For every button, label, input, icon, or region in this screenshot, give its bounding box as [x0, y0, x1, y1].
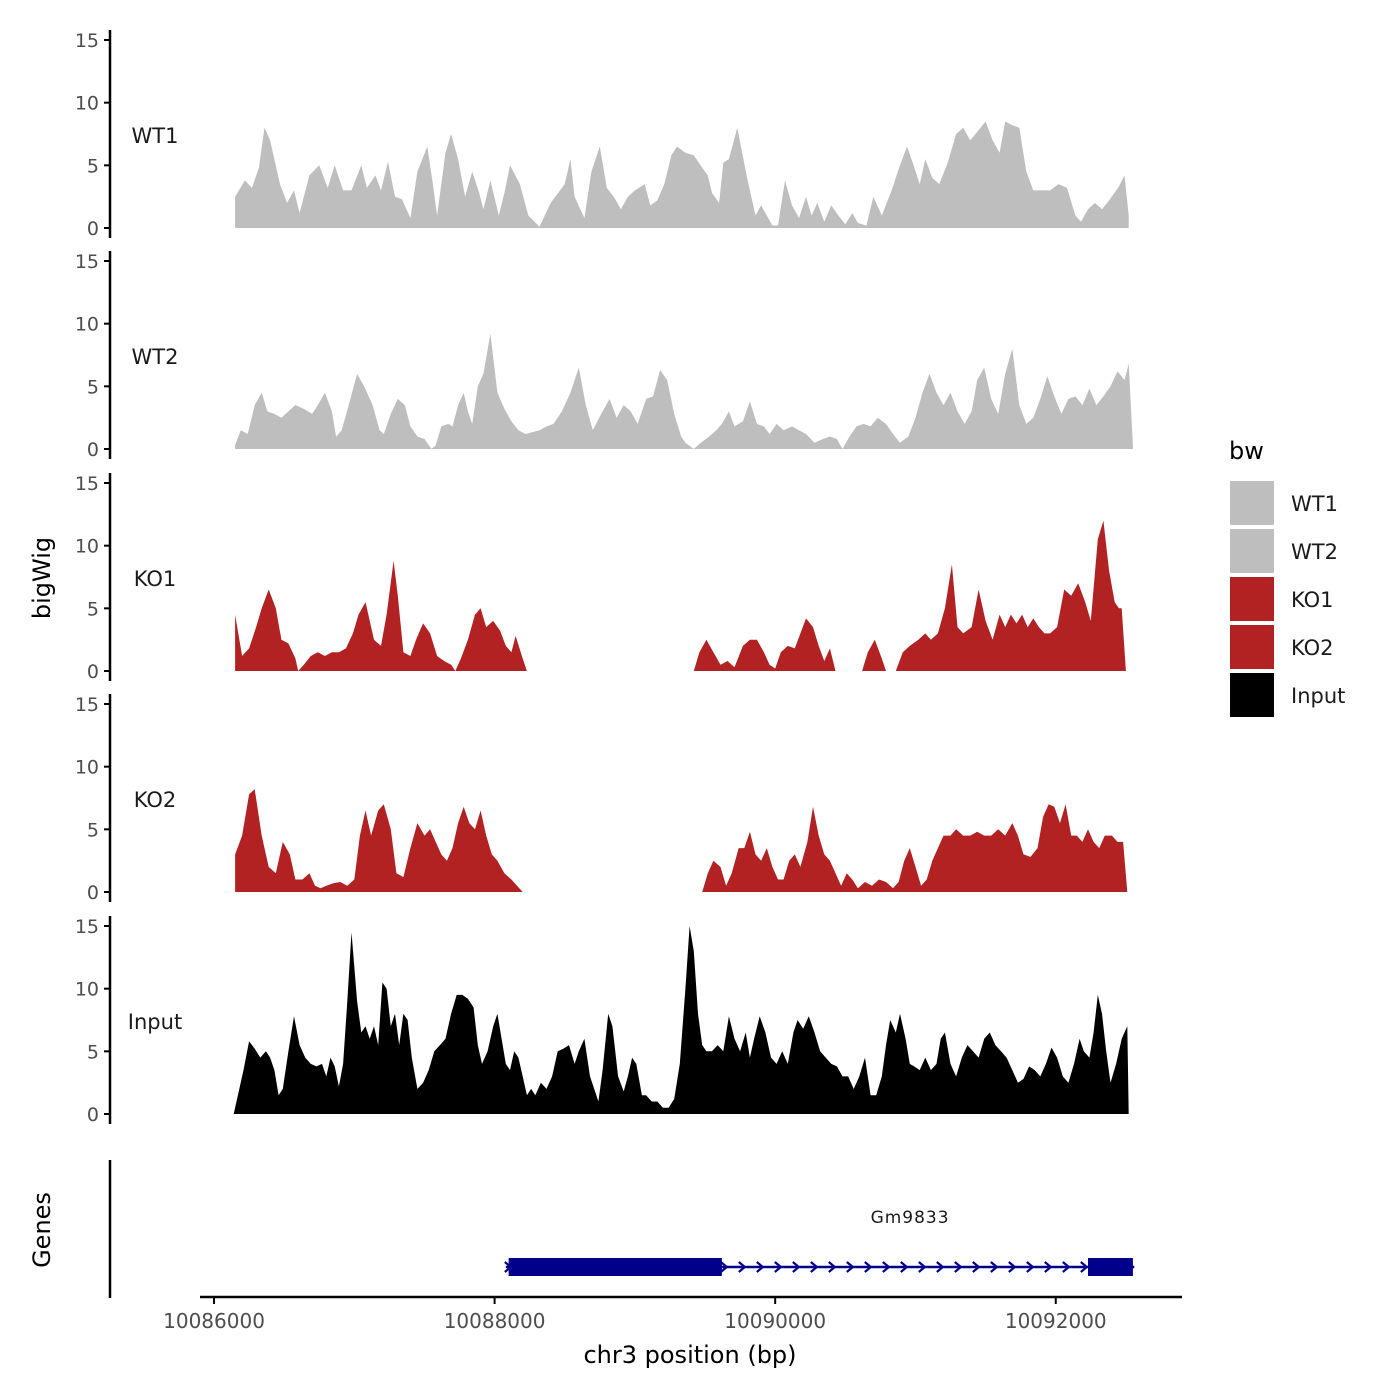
gene-exon — [1088, 1258, 1133, 1276]
y-tick-label: 15 — [75, 916, 99, 938]
y-axis-label-group: bigWig — [28, 537, 56, 619]
legend-label: Input — [1291, 684, 1345, 708]
coverage-area-ko2 — [702, 804, 1128, 892]
y-tick-label: 0 — [87, 218, 99, 240]
legend-swatch — [1230, 625, 1274, 669]
genes-track: Gm9833 — [108, 1160, 1135, 1298]
track-input: 0 5 10 15 Input — [75, 916, 1129, 1126]
legend-entry-ko1: KO1 — [1230, 577, 1334, 621]
strand-arrow — [936, 1261, 945, 1273]
strand-arrow — [774, 1261, 783, 1273]
strand-arrow — [990, 1261, 999, 1273]
y-tick-label: 10 — [75, 979, 99, 1001]
y-tick-label: 10 — [75, 536, 99, 558]
legend-entry-input: Input — [1230, 673, 1345, 717]
strand-arrow — [828, 1261, 837, 1273]
legend-title: bw — [1229, 437, 1264, 465]
y-tick-label: 5 — [87, 598, 99, 620]
x-tick-label: 10088000 — [444, 1309, 546, 1333]
strand-arrow — [900, 1261, 909, 1273]
y-tick-label: 0 — [87, 882, 99, 904]
legend-swatch — [1230, 481, 1274, 525]
x-axis: 10086000 10088000 10090000 10092000 — [163, 1295, 1182, 1333]
strand-arrow — [720, 1261, 729, 1273]
legend-entry-wt1: WT1 — [1230, 481, 1338, 525]
legend-entry-ko2: KO2 — [1230, 625, 1334, 669]
legend-entry-wt2: WT2 — [1230, 529, 1338, 573]
y-tick-label: 5 — [87, 819, 99, 841]
y-tick-label: 10 — [75, 757, 99, 779]
strand-arrow — [846, 1261, 855, 1273]
track-label-ko2: KO2 — [134, 788, 177, 812]
coverage-area-wt2 — [235, 333, 1133, 449]
strand-arrow — [792, 1261, 801, 1273]
x-tick-label: 10092000 — [1005, 1309, 1107, 1333]
strand-arrow — [738, 1261, 747, 1273]
legend-label: WT2 — [1291, 540, 1338, 564]
y-tick-label: 0 — [87, 1104, 99, 1126]
legend-swatch — [1230, 577, 1274, 621]
y-tick-label: 0 — [87, 661, 99, 683]
strand-arrow — [1008, 1261, 1017, 1273]
legend-label: KO2 — [1291, 636, 1334, 660]
track-wt1: 0 5 10 15 WT1 — [75, 30, 1129, 240]
strand-arrow — [810, 1261, 819, 1273]
y-tick-label: 15 — [75, 473, 99, 495]
strand-arrow — [972, 1261, 981, 1273]
x-axis-title: chr3 position (bp) — [583, 1341, 796, 1369]
strand-arrow — [1062, 1261, 1071, 1273]
legend-label: KO1 — [1291, 588, 1334, 612]
y-tick-label: 5 — [87, 376, 99, 398]
strand-arrow — [918, 1261, 927, 1273]
track-label-wt2: WT2 — [132, 345, 179, 369]
y-tick-label: 15 — [75, 694, 99, 716]
legend-swatch — [1230, 529, 1274, 573]
y-tick-label: 5 — [87, 155, 99, 177]
legend: bw WT1 WT2 KO1 KO2 Input — [1229, 437, 1345, 717]
y-tick-label: 15 — [75, 251, 99, 273]
track-ko2: 0 5 10 15 KO2 — [75, 694, 1128, 904]
strand-arrow — [864, 1261, 873, 1273]
coverage-tracks: 0 5 10 15 WT1 0 5 10 15 WT2 0 5 10 15 KO1 0 5 10 15 KO2 0 5 10… — [75, 30, 1133, 1126]
y-axis-title: bigWig — [28, 537, 56, 619]
coverage-area-ko1 — [693, 618, 843, 671]
strand-arrow — [1026, 1261, 1035, 1273]
y-tick-label: 0 — [87, 439, 99, 461]
track-label-input: Input — [128, 1010, 182, 1034]
y-tick-label: 10 — [75, 314, 99, 336]
strand-arrow — [954, 1261, 963, 1273]
y-tick-label: 10 — [75, 93, 99, 115]
y-tick-label: 5 — [87, 1041, 99, 1063]
gene-name-label: Gm9833 — [871, 1208, 950, 1228]
gene-exon — [508, 1258, 722, 1276]
legend-label: WT1 — [1291, 492, 1338, 516]
x-tick-label: 10086000 — [163, 1309, 265, 1333]
coverage-area-ko1 — [235, 560, 527, 671]
coverage-area-ko1 — [862, 639, 886, 671]
genes-track-title: Genes — [28, 1192, 56, 1268]
track-label-wt1: WT1 — [132, 124, 179, 148]
coverage-area-wt1 — [235, 121, 1129, 228]
coverage-area-ko2 — [235, 789, 523, 892]
strand-arrow — [1044, 1261, 1053, 1273]
x-tick-label: 10090000 — [724, 1309, 826, 1333]
coverage-area-input — [233, 926, 1129, 1114]
legend-swatch — [1230, 673, 1274, 717]
strand-arrow — [756, 1261, 765, 1273]
strand-arrow — [1080, 1261, 1089, 1273]
track-label-ko1: KO1 — [134, 567, 177, 591]
coverage-area-ko1 — [895, 520, 1126, 671]
y-tick-label: 15 — [75, 30, 99, 52]
track-wt2: 0 5 10 15 WT2 — [75, 251, 1133, 461]
strand-arrow — [882, 1261, 891, 1273]
track-ko1: 0 5 10 15 KO1 — [75, 473, 1126, 683]
